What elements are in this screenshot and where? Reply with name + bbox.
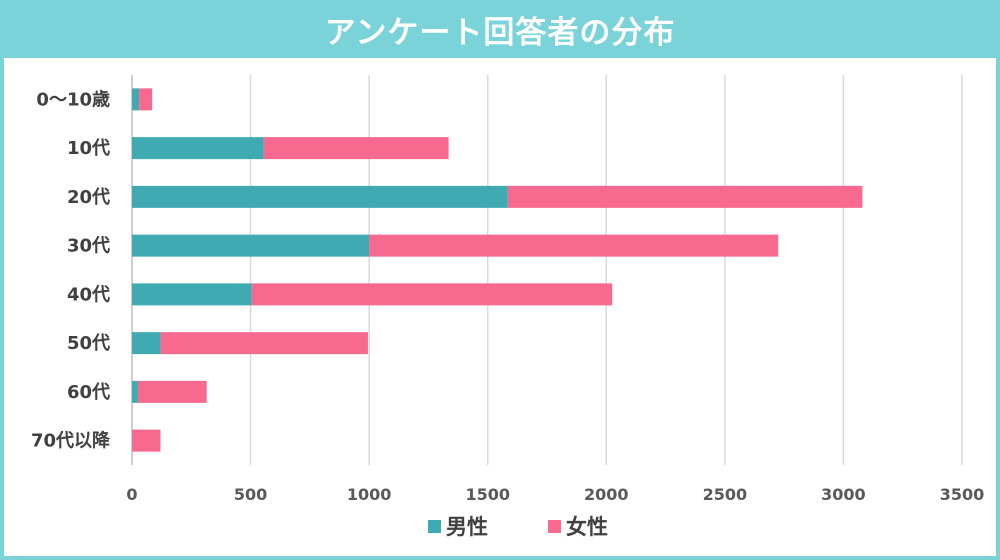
- legend-label: 男性: [446, 515, 488, 539]
- bar-segment-male: [132, 283, 252, 306]
- bar-segment-male: [132, 332, 161, 355]
- category-label: 30代: [67, 236, 110, 257]
- category-label: 10代: [67, 138, 110, 159]
- x-tick-label: 2500: [703, 485, 748, 504]
- legend-swatch: [548, 520, 561, 533]
- bar-segment-male: [132, 234, 370, 257]
- chart-title: アンケート回答者の分布: [324, 14, 676, 51]
- x-tick-label: 1000: [347, 485, 392, 504]
- gridlines: [131, 75, 963, 465]
- bar-segment-male: [132, 137, 264, 160]
- bars: [132, 88, 863, 452]
- bar-segment-female: [507, 185, 863, 208]
- category-label: 40代: [67, 284, 110, 305]
- x-tick-label: 1500: [465, 485, 510, 504]
- category-label: 60代: [67, 382, 110, 403]
- x-tick-label: 3500: [940, 485, 985, 504]
- category-label: 70代以降: [31, 430, 111, 452]
- bar-segment-female: [132, 429, 161, 452]
- category-label: 20代: [67, 187, 110, 208]
- bar-segment-female: [139, 88, 153, 111]
- category-labels: 0〜10歳 10代 20代 30代 40代 50代 60代 70代以降: [31, 89, 111, 451]
- bar-segment-male: [132, 380, 138, 403]
- legend: 男性 女性: [428, 515, 608, 539]
- bar-segment-male: [132, 185, 508, 208]
- x-tick-label: 3000: [821, 485, 866, 504]
- bar-segment-female: [137, 380, 207, 403]
- x-tick-label: 2000: [584, 485, 629, 504]
- bar-segment-female: [263, 137, 449, 160]
- legend-label: 女性: [566, 515, 608, 539]
- x-tick-label: 500: [234, 485, 267, 504]
- bar-segment-male: [132, 88, 140, 111]
- x-tick-label: 0: [126, 485, 137, 504]
- legend-swatch: [428, 520, 441, 533]
- category-label: 0〜10歳: [36, 89, 110, 110]
- title-band: アンケート回答者の分布: [0, 0, 1000, 58]
- tick-labels: 0 500 1000 1500 2000 2500 3000 3500: [126, 485, 984, 504]
- bar-segment-female: [251, 283, 613, 306]
- category-label: 50代: [67, 333, 110, 354]
- bar-segment-female: [160, 332, 368, 355]
- bar-segment-female: [369, 234, 779, 257]
